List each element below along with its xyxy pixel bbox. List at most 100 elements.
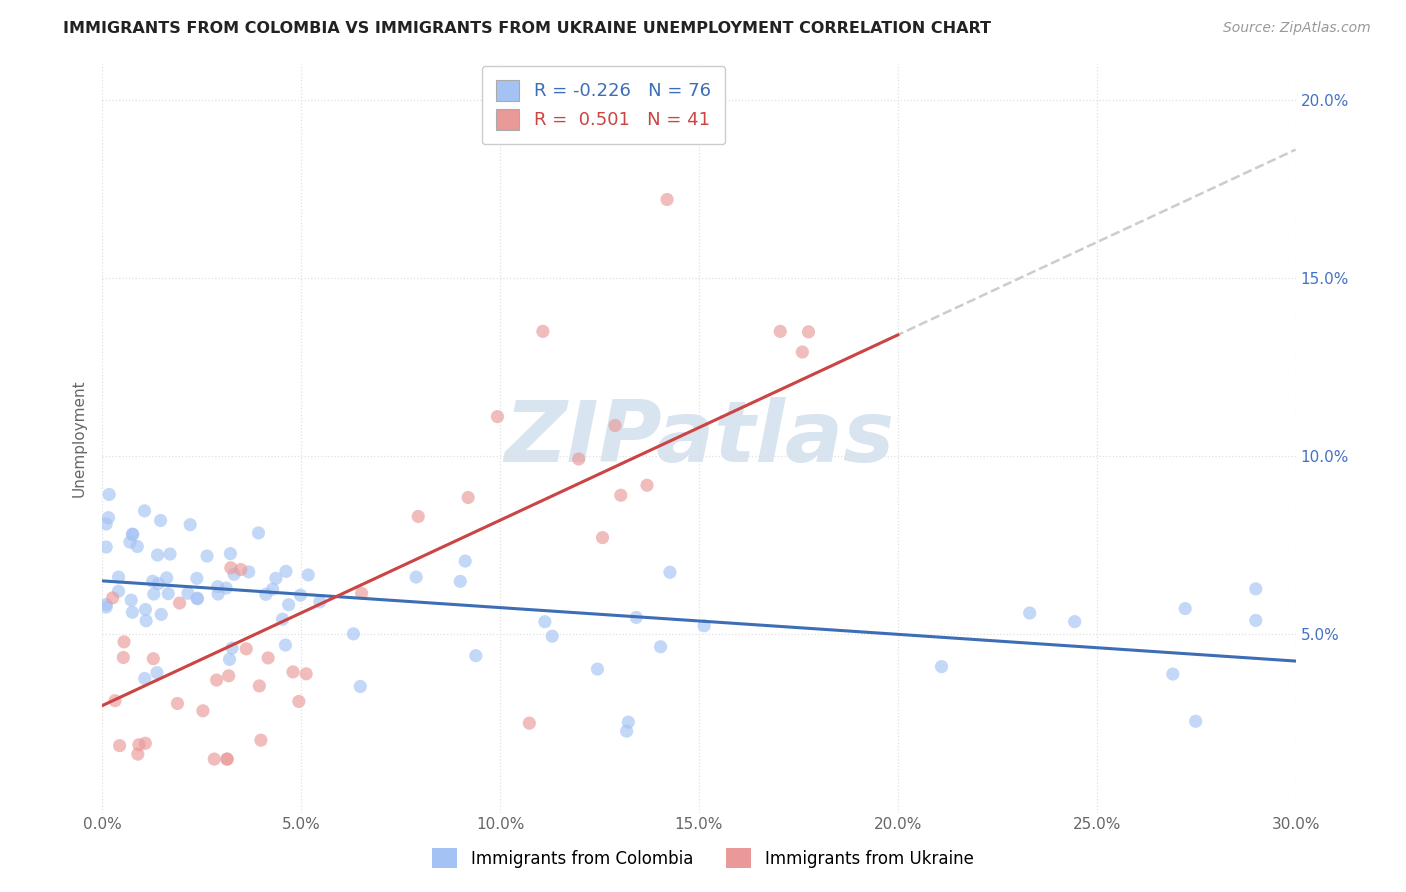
Legend: R = -0.226   N = 76, R =  0.501   N = 41: R = -0.226 N = 76, R = 0.501 N = 41: [481, 66, 725, 145]
Point: [797, 325, 820, 339]
Point: [202, 752, 225, 766]
Point: [186, 571, 208, 585]
Point: [107, 584, 129, 599]
Point: [350, 586, 373, 600]
Point: [112, 635, 135, 649]
Point: [792, 345, 814, 359]
Point: [541, 629, 564, 643]
Point: [281, 665, 304, 679]
Point: [218, 669, 240, 683]
Point: [215, 581, 238, 595]
Point: [179, 517, 201, 532]
Point: [297, 568, 319, 582]
Point: [769, 324, 792, 338]
Point: [108, 739, 131, 753]
Point: [1063, 615, 1085, 629]
Point: [534, 615, 557, 629]
Point: [98, 487, 121, 501]
Point: [517, 716, 540, 731]
Point: [406, 509, 429, 524]
Point: [277, 598, 299, 612]
Point: [142, 651, 165, 665]
Point: [177, 586, 200, 600]
Point: [195, 549, 218, 563]
Point: [219, 547, 242, 561]
Point: [349, 680, 371, 694]
Point: [134, 602, 156, 616]
Point: [107, 570, 129, 584]
Point: [655, 193, 678, 207]
Point: [931, 659, 953, 673]
Text: Source: ZipAtlas.com: Source: ZipAtlas.com: [1223, 21, 1371, 35]
Point: [568, 452, 591, 467]
Point: [96, 516, 118, 531]
Point: [693, 619, 716, 633]
Point: [610, 488, 633, 502]
Point: [159, 547, 181, 561]
Point: [262, 582, 284, 597]
Point: [274, 565, 297, 579]
Point: [127, 540, 149, 554]
Y-axis label: Unemployment: Unemployment: [72, 379, 86, 497]
Point: [156, 571, 179, 585]
Point: [96, 600, 118, 615]
Point: [121, 527, 143, 541]
Point: [120, 593, 142, 607]
Point: [146, 665, 169, 680]
Point: [464, 648, 486, 663]
Point: [121, 605, 143, 619]
Point: [290, 588, 312, 602]
Point: [96, 540, 118, 554]
Point: [586, 662, 609, 676]
Point: [457, 491, 479, 505]
Point: [274, 638, 297, 652]
Point: [1184, 714, 1206, 729]
Point: [157, 587, 180, 601]
Point: [1018, 606, 1040, 620]
Point: [308, 595, 330, 609]
Point: [486, 409, 509, 424]
Text: IMMIGRANTS FROM COLOMBIA VS IMMIGRANTS FROM UKRAINE UNEMPLOYMENT CORRELATION CHA: IMMIGRANTS FROM COLOMBIA VS IMMIGRANTS F…: [63, 21, 991, 36]
Point: [142, 574, 165, 589]
Point: [218, 652, 240, 666]
Point: [134, 672, 156, 686]
Point: [221, 641, 243, 656]
Point: [134, 736, 156, 750]
Point: [1244, 614, 1267, 628]
Legend: Immigrants from Colombia, Immigrants from Ukraine: Immigrants from Colombia, Immigrants fro…: [425, 839, 981, 877]
Point: [186, 591, 208, 606]
Point: [405, 570, 427, 584]
Point: [616, 724, 638, 739]
Point: [250, 733, 273, 747]
Point: [254, 587, 277, 601]
Point: [135, 614, 157, 628]
Point: [149, 514, 172, 528]
Point: [658, 566, 681, 580]
Point: [650, 640, 672, 654]
Point: [235, 641, 257, 656]
Point: [134, 504, 156, 518]
Point: [166, 697, 188, 711]
Point: [626, 610, 648, 624]
Point: [207, 587, 229, 601]
Point: [215, 752, 238, 766]
Point: [169, 596, 191, 610]
Point: [1174, 601, 1197, 615]
Point: [219, 561, 242, 575]
Point: [148, 576, 170, 591]
Point: [229, 562, 252, 576]
Point: [146, 548, 169, 562]
Point: [1244, 582, 1267, 596]
Point: [186, 591, 208, 606]
Text: ZIPatlas: ZIPatlas: [503, 397, 894, 480]
Point: [603, 418, 626, 433]
Point: [205, 673, 228, 687]
Point: [217, 752, 239, 766]
Point: [118, 535, 141, 549]
Point: [150, 607, 173, 622]
Point: [617, 715, 640, 730]
Point: [636, 478, 658, 492]
Point: [1161, 667, 1184, 681]
Point: [127, 747, 149, 761]
Point: [101, 591, 124, 605]
